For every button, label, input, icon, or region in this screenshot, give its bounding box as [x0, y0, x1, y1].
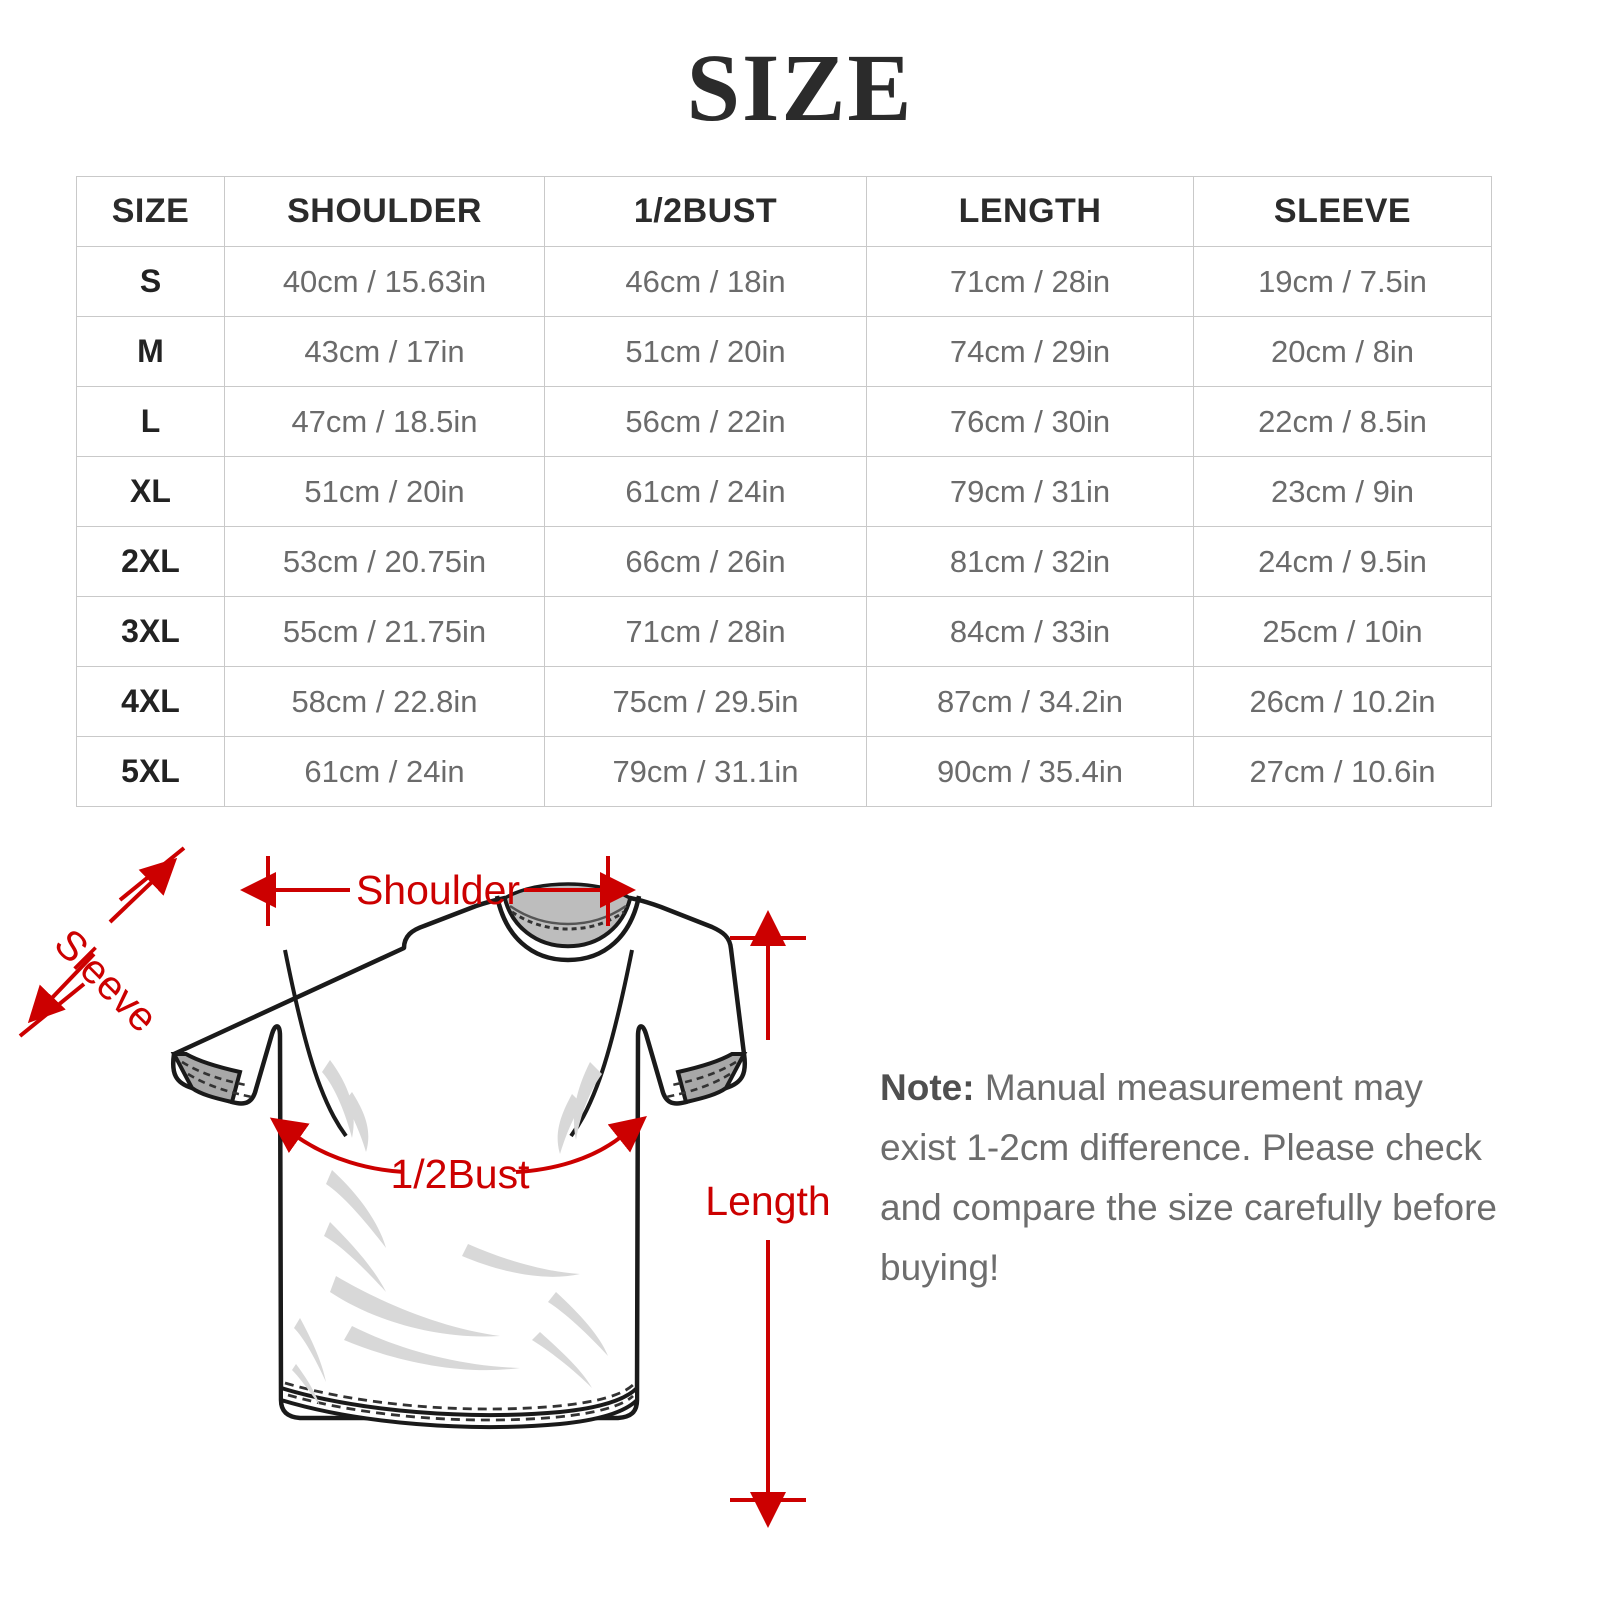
cell-shoulder: 40cm / 15.63in: [224, 246, 545, 317]
table-row: S 40cm / 15.63in 46cm / 18in 71cm / 28in…: [76, 246, 1492, 317]
cell-bust: 61cm / 24in: [544, 456, 867, 527]
cell-bust: 56cm / 22in: [544, 386, 867, 457]
cell-sleeve: 22cm / 8.5in: [1193, 386, 1492, 457]
half-bust-label: 1/2Bust: [390, 1151, 530, 1197]
table-row: 4XL 58cm / 22.8in 75cm / 29.5in 87cm / 3…: [76, 666, 1492, 737]
cell-size: 2XL: [76, 526, 225, 597]
table-row: 3XL 55cm / 21.75in 71cm / 28in 84cm / 33…: [76, 596, 1492, 667]
sleeve-arrow-up: [108, 857, 178, 924]
cell-sleeve: 20cm / 8in: [1193, 316, 1492, 387]
cell-shoulder: 51cm / 20in: [224, 456, 545, 527]
left-armhole-seam: [283, 949, 348, 1138]
left-cuff-stitch-2: [187, 1072, 253, 1099]
tshirt-illustration: [170, 882, 748, 1429]
shoulder-measurement: Shoulder: [240, 856, 636, 926]
cell-length: 79cm / 31in: [866, 456, 1194, 527]
cell-length: 84cm / 33in: [866, 596, 1194, 667]
cell-size: 4XL: [76, 666, 225, 737]
cell-bust: 79cm / 31.1in: [544, 736, 867, 807]
column-header-shoulder: SHOULDER: [224, 176, 545, 247]
cell-length: 74cm / 29in: [866, 316, 1194, 387]
sleeve-tick-lower: [18, 982, 86, 1038]
table-row: 5XL 61cm / 24in 79cm / 31.1in 90cm / 35.…: [76, 736, 1492, 807]
size-table: SIZE SHOULDER 1/2BUST LENGTH SLEEVE S 40…: [76, 176, 1492, 807]
column-header-sleeve: SLEEVE: [1193, 176, 1492, 247]
half-bust-arrow-left: [269, 1117, 405, 1174]
note-text: Manual measurement may exist 1-2cm diffe…: [880, 1067, 1498, 1288]
cell-shoulder: 43cm / 17in: [224, 316, 545, 387]
right-cuff-stitch-1: [671, 1060, 737, 1087]
right-armhole-seam: [569, 949, 634, 1138]
cell-size: M: [76, 316, 225, 387]
note-block: Note: Manual measurement may exist 1-2cm…: [880, 1058, 1500, 1298]
column-header-length: LENGTH: [866, 176, 1194, 247]
length-measurement: Length: [705, 910, 831, 1528]
cell-length: 87cm / 34.2in: [866, 666, 1194, 737]
page-title: SIZE: [686, 34, 914, 141]
cell-length: 71cm / 28in: [866, 246, 1194, 317]
table-row: XL 51cm / 20in 61cm / 24in 79cm / 31in 2…: [76, 456, 1492, 527]
cell-sleeve: 19cm / 7.5in: [1193, 246, 1492, 317]
sleeve-label: Sleeve: [46, 920, 167, 1041]
table-header-row: SIZE SHOULDER 1/2BUST LENGTH SLEEVE: [76, 176, 1492, 247]
cell-shoulder: 47cm / 18.5in: [224, 386, 545, 457]
cell-size: S: [76, 246, 225, 317]
column-header-bust: 1/2BUST: [544, 176, 867, 247]
cell-sleeve: 25cm / 10in: [1193, 596, 1492, 667]
cell-size: 3XL: [76, 596, 225, 667]
cell-bust: 75cm / 29.5in: [544, 666, 867, 737]
cell-shoulder: 53cm / 20.75in: [224, 526, 545, 597]
cell-bust: 71cm / 28in: [544, 596, 867, 667]
cell-bust: 66cm / 26in: [544, 526, 867, 597]
right-cuff-stitch-2: [665, 1072, 731, 1099]
table-row: L 47cm / 18.5in 56cm / 22in 76cm / 30in …: [76, 386, 1492, 457]
column-header-size: SIZE: [76, 176, 225, 247]
cell-length: 76cm / 30in: [866, 386, 1194, 457]
cell-size: L: [76, 386, 225, 457]
cell-shoulder: 61cm / 24in: [224, 736, 545, 807]
left-cuff-stitch-1: [181, 1060, 247, 1087]
shoulder-label: Shoulder: [356, 867, 520, 913]
cell-sleeve: 27cm / 10.6in: [1193, 736, 1492, 807]
cell-bust: 46cm / 18in: [544, 246, 867, 317]
note-label: Note:: [880, 1067, 975, 1108]
tshirt-measurement-diagram: Shoulder Sleeve 1/2Bust: [0, 840, 1600, 1580]
hem-stitch-1: [284, 1381, 635, 1411]
table-row: M 43cm / 17in 51cm / 20in 74cm / 29in 20…: [76, 316, 1492, 387]
cell-length: 81cm / 32in: [866, 526, 1194, 597]
cell-size: XL: [76, 456, 225, 527]
length-label: Length: [705, 1178, 830, 1224]
cell-sleeve: 23cm / 9in: [1193, 456, 1492, 527]
cell-sleeve: 26cm / 10.2in: [1193, 666, 1492, 737]
cell-sleeve: 24cm / 9.5in: [1193, 526, 1492, 597]
half-bust-arrow-right: [515, 1116, 647, 1174]
half-bust-measurement: 1/2Bust: [269, 1116, 647, 1197]
table-row: 2XL 53cm / 20.75in 66cm / 26in 81cm / 32…: [76, 526, 1492, 597]
cell-length: 90cm / 35.4in: [866, 736, 1194, 807]
fabric-shading: [292, 1060, 608, 1406]
cell-bust: 51cm / 20in: [544, 316, 867, 387]
cell-shoulder: 58cm / 22.8in: [224, 666, 545, 737]
sleeve-arrow-down: [27, 952, 96, 1024]
collar-outer: [494, 895, 642, 963]
cell-size: 5XL: [76, 736, 225, 807]
cell-shoulder: 55cm / 21.75in: [224, 596, 545, 667]
sleeve-tick-upper: [118, 846, 186, 902]
sleeve-measurement: Sleeve: [18, 846, 186, 1041]
